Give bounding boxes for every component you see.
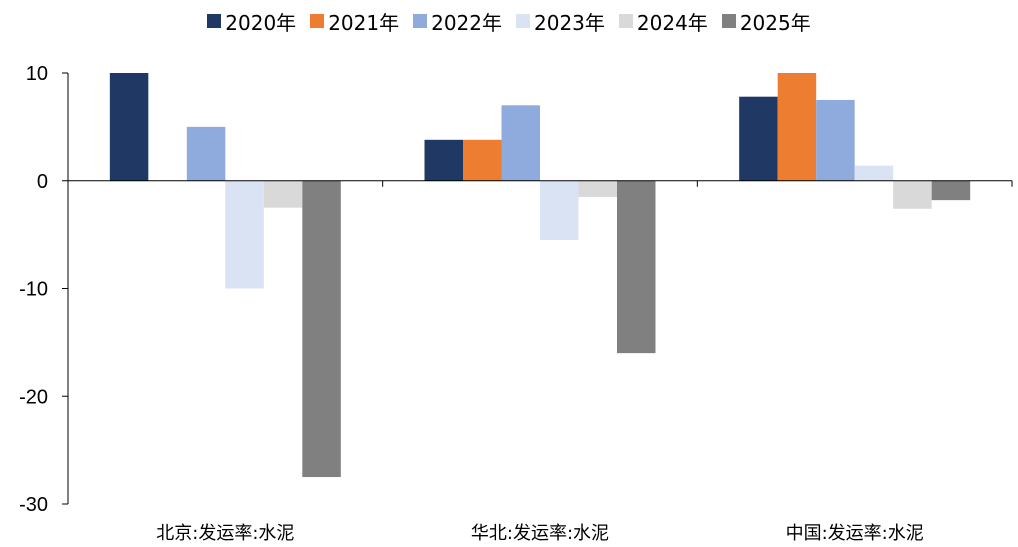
bar-2020年-0 — [109, 73, 149, 181]
bar-2022年-2 — [816, 99, 855, 181]
legend-item: 2023年 — [516, 7, 605, 36]
bar-2023年-1 — [540, 180, 579, 241]
legend-label: 2025年 — [739, 10, 811, 35]
bar-2025年-0 — [302, 180, 341, 478]
y-tick-label: -30 — [19, 494, 48, 516]
legend-label: 2022年 — [431, 10, 502, 35]
bar-2020年-2 — [739, 96, 778, 181]
y-tick-label: 0 — [37, 171, 48, 193]
bar-2025年-2 — [931, 180, 971, 201]
legend-swatch — [516, 14, 530, 28]
bar-2023年-0 — [225, 180, 264, 289]
legend-swatch — [207, 14, 222, 28]
x-category-label: 北京:发运率:水泥 — [156, 523, 294, 544]
bar-2025年-1 — [617, 180, 656, 354]
y-tick-label: 10 — [26, 63, 48, 85]
legend-label: 2024年 — [636, 10, 708, 35]
legend-item: 2024年 — [618, 7, 708, 36]
bar-2021年-1 — [463, 139, 502, 181]
legend-item: 2022年 — [413, 7, 502, 36]
bar-2022年-0 — [186, 126, 226, 181]
chart-legend: 2020年 2021年 2022年 2023年 2024年 2025年 — [0, 6, 1018, 36]
bar-2021年-2 — [777, 73, 817, 181]
y-tick-label: -20 — [19, 386, 48, 408]
legend-label: 2021年 — [328, 10, 400, 35]
legend-label: 2020年 — [225, 10, 297, 35]
bar-2024年-2 — [893, 180, 932, 209]
bar-2022年-1 — [501, 105, 540, 181]
bar-2020年-1 — [424, 139, 463, 181]
legend-item: 2021年 — [310, 7, 399, 36]
bar-2023年-2 — [854, 165, 894, 181]
x-category-label: 中国:发运率:水泥 — [786, 523, 924, 544]
legend-label: 2023年 — [534, 10, 605, 35]
legend-swatch — [413, 14, 428, 28]
y-tick-label: -10 — [19, 279, 48, 301]
legend-item: 2025年 — [721, 7, 811, 36]
legend-swatch — [618, 14, 633, 28]
bar-2024年-1 — [578, 180, 617, 197]
bar-2024年-0 — [263, 180, 303, 208]
legend-item: 2020年 — [207, 7, 296, 36]
x-category-label: 华北:发运率:水泥 — [471, 523, 609, 544]
legend-swatch — [721, 14, 736, 28]
legend-swatch — [310, 14, 325, 28]
